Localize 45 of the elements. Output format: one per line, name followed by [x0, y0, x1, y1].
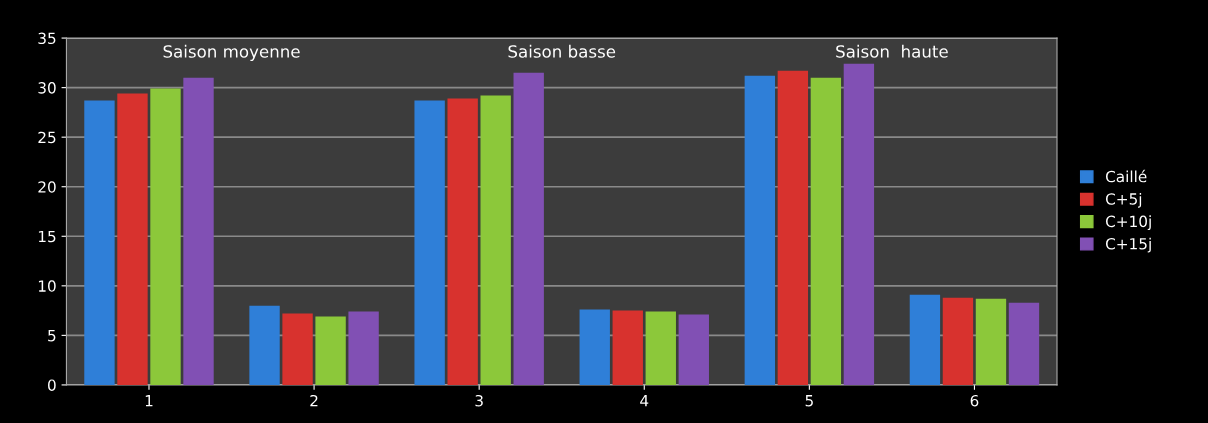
- bar: [513, 72, 544, 385]
- bar: [84, 100, 115, 385]
- x-tick-label: 5: [805, 395, 813, 407]
- y-tick-label: 35: [38, 32, 56, 45]
- bar: [348, 311, 379, 385]
- y-tick-label: 5: [48, 330, 56, 342]
- bar: [249, 305, 280, 385]
- bar: [579, 309, 610, 385]
- y-tick-label: 15: [38, 230, 56, 243]
- x-tick-label: 1: [145, 395, 153, 407]
- bar: [315, 316, 346, 385]
- bar: [909, 294, 941, 385]
- bar: [645, 311, 676, 385]
- bar: [282, 313, 313, 385]
- legend-label: C+15j: [1105, 237, 1151, 253]
- bar: [678, 314, 709, 385]
- x-tick-label: 6: [970, 394, 979, 407]
- bar: [744, 75, 776, 385]
- bar: [612, 310, 643, 385]
- y-tick-label: 0: [48, 379, 56, 391]
- bar: [777, 70, 809, 385]
- bar: [117, 93, 148, 385]
- y-tick-label: 10: [38, 280, 56, 292]
- bar: [150, 88, 181, 385]
- bar: [1008, 302, 1040, 385]
- bar: [414, 100, 445, 385]
- legend-label: C+10j: [1105, 215, 1151, 231]
- x-tick-label: 4: [640, 395, 649, 407]
- y-tick-label: 25: [38, 131, 56, 144]
- x-tick-label: 2: [310, 394, 318, 407]
- y-tick-label: 30: [38, 82, 56, 94]
- bar: [843, 63, 875, 385]
- legend-label: C+5j: [1105, 192, 1142, 208]
- bar: [810, 77, 842, 385]
- legend-label: Caillé: [1105, 169, 1147, 183]
- annotation: Saison basse: [508, 44, 616, 58]
- bar: [447, 98, 478, 385]
- bar: [975, 298, 1007, 385]
- annotation: Saison haute: [836, 44, 948, 58]
- bar: [942, 297, 974, 385]
- y-tick-label: 20: [38, 181, 56, 193]
- bar: [480, 95, 511, 385]
- bar: [183, 77, 214, 385]
- annotation: Saison moyenne: [163, 44, 300, 61]
- x-tick-label: 3: [475, 394, 483, 407]
